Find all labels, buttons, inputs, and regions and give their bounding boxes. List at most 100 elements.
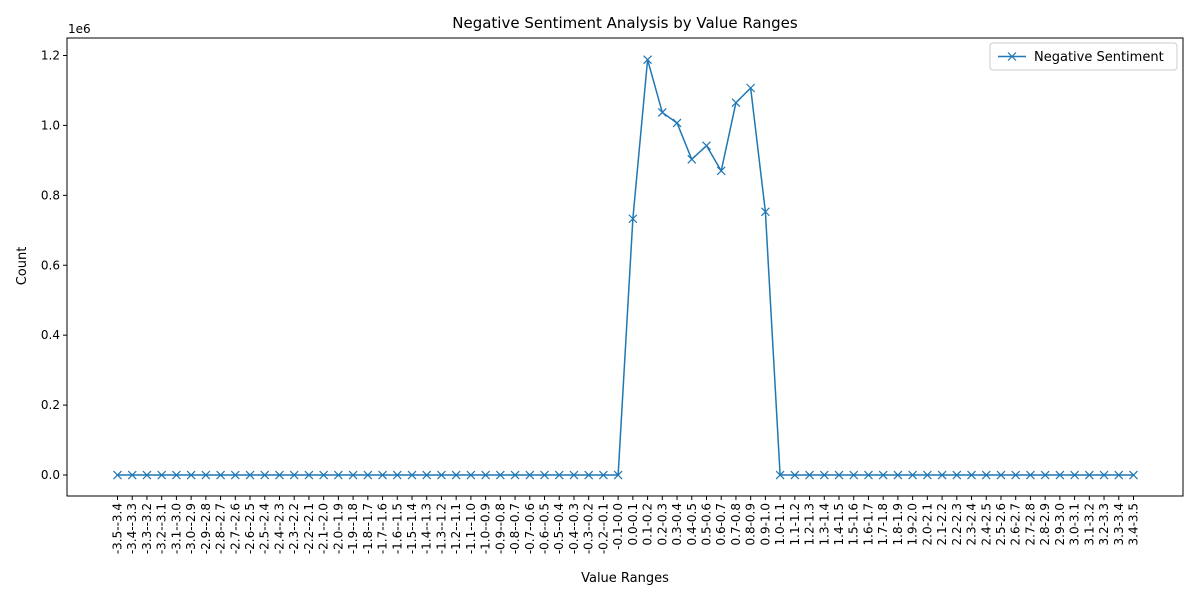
y-tick-label: 1.2 <box>41 48 60 62</box>
x-tick-label: 2.3-2.4 <box>965 503 979 546</box>
data-point <box>643 55 653 65</box>
y-tick-label: 0.0 <box>41 468 60 482</box>
y-axis-offset-label: 1e6 <box>68 22 91 36</box>
data-point <box>260 470 270 480</box>
x-tick-label: 1.8-1.9 <box>891 503 905 546</box>
x-tick-label: -2.9--2.8 <box>199 503 213 554</box>
x-tick-label: -2.2--2.1 <box>302 503 316 554</box>
x-tick-label: 0.8-0.9 <box>744 503 758 546</box>
legend-marker-x <box>1007 52 1017 61</box>
x-tick-label: 1.1-1.2 <box>788 503 802 546</box>
data-point <box>510 470 520 480</box>
x-tick-label: -2.6--2.5 <box>243 503 257 554</box>
legend[interactable]: Negative Sentiment <box>989 42 1178 71</box>
x-tick-label: -2.5--2.4 <box>258 503 272 554</box>
data-point <box>702 141 711 151</box>
data-point <box>230 470 240 480</box>
x-tick-label: -0.7--0.6 <box>523 503 537 554</box>
data-point <box>245 470 255 480</box>
x-tick-label: -3.1--3.0 <box>169 503 183 554</box>
x-tick-label: -0.5--0.4 <box>552 503 566 554</box>
data-point <box>1011 470 1021 480</box>
chart-title: Negative Sentiment Analysis by Value Ran… <box>452 14 798 32</box>
x-tick-label: 0.9-1.0 <box>758 503 772 546</box>
data-point <box>1084 470 1094 480</box>
data-point <box>186 470 196 480</box>
x-tick-label: 2.9-3.0 <box>1053 503 1067 546</box>
x-tick-label: -1.4--1.3 <box>420 503 434 554</box>
data-point <box>540 470 549 480</box>
data-point <box>878 470 888 480</box>
data-point <box>1055 470 1065 480</box>
data-point <box>319 470 329 480</box>
x-tick-label: -0.4--0.3 <box>567 503 581 554</box>
x-tick-label: 3.3-3.4 <box>1112 503 1126 546</box>
x-tick-label: 2.4-2.5 <box>979 503 993 546</box>
x-tick-label: -0.8--0.7 <box>508 503 522 554</box>
x-tick-label: -1.3--1.2 <box>434 503 448 554</box>
x-tick-label: -2.8--2.7 <box>214 503 228 554</box>
y-tick-label: 0.2 <box>41 398 60 412</box>
data-point <box>672 118 682 128</box>
x-tick-label: 3.1-3.2 <box>1082 503 1096 546</box>
data-point <box>790 470 800 480</box>
data-point <box>525 470 535 480</box>
data-point <box>495 470 505 480</box>
data-point <box>437 470 446 480</box>
x-axis: -3.5--3.4 -3.4--3.3 -3.3--3.2 -3.2--3.1 -3.1… <box>111 496 1141 554</box>
x-tick-label: 1.0-1.1 <box>773 503 787 546</box>
x-tick-label: -2.7--2.6 <box>228 503 242 554</box>
data-point <box>893 470 903 480</box>
data-point <box>937 470 947 480</box>
x-tick-label: 1.6-1.7 <box>861 503 875 546</box>
x-tick-label: -1.6--1.5 <box>390 503 404 554</box>
x-tick-label: 3.2-3.3 <box>1097 503 1111 546</box>
data-point <box>819 470 829 480</box>
data-point <box>1070 470 1080 480</box>
x-tick-label: -3.3--3.2 <box>140 503 154 554</box>
x-tick-label: -3.5--3.4 <box>111 503 125 554</box>
data-point <box>275 470 284 480</box>
data-point <box>849 470 859 480</box>
data-point <box>952 470 962 480</box>
data-point <box>554 470 564 480</box>
x-tick-label: -3.2--3.1 <box>155 503 169 554</box>
x-axis-label: Value Ranges <box>581 571 669 586</box>
data-point <box>584 470 594 480</box>
data-point <box>363 470 373 480</box>
data-point <box>613 470 623 480</box>
data-point <box>569 470 579 480</box>
data-point <box>333 470 343 480</box>
data-point <box>805 470 814 480</box>
data-point <box>407 470 417 480</box>
data-point <box>289 470 299 480</box>
x-tick-label: -0.1-0.0 <box>611 503 625 550</box>
x-tick-label: 2.8-2.9 <box>1038 503 1052 546</box>
y-tick-label: 0.6 <box>41 258 60 272</box>
data-point <box>657 108 667 117</box>
x-tick-label: 0.6-0.7 <box>714 503 728 546</box>
legend-box <box>989 42 1178 71</box>
x-tick-label: -0.9--0.8 <box>493 503 507 554</box>
x-tick-label: -1.9--1.8 <box>346 503 360 554</box>
x-tick-label: 1.9-2.0 <box>906 503 920 546</box>
data-point <box>1026 470 1035 480</box>
data-point <box>775 470 785 480</box>
x-tick-label: 2.0-2.1 <box>920 503 934 546</box>
x-tick-label: -1.8--1.7 <box>361 503 375 554</box>
x-tick-label: -1.0--0.9 <box>479 503 493 554</box>
x-tick-label: 2.1-2.2 <box>935 503 949 546</box>
x-tick-label: -1.2--1.1 <box>449 503 463 554</box>
data-point <box>1114 470 1124 480</box>
data-point <box>996 470 1006 480</box>
x-tick-label: 1.7-1.8 <box>876 503 890 546</box>
data-point <box>422 470 432 480</box>
x-tick-label: 2.2-2.3 <box>950 503 964 546</box>
x-tick-label: 3.4-3.5 <box>1127 503 1141 546</box>
x-tick-label: 0.7-0.8 <box>729 503 743 546</box>
x-tick-label: 2.7-2.8 <box>1023 503 1037 546</box>
x-tick-label: -3.0--2.9 <box>184 503 198 554</box>
data-point <box>1129 470 1138 480</box>
